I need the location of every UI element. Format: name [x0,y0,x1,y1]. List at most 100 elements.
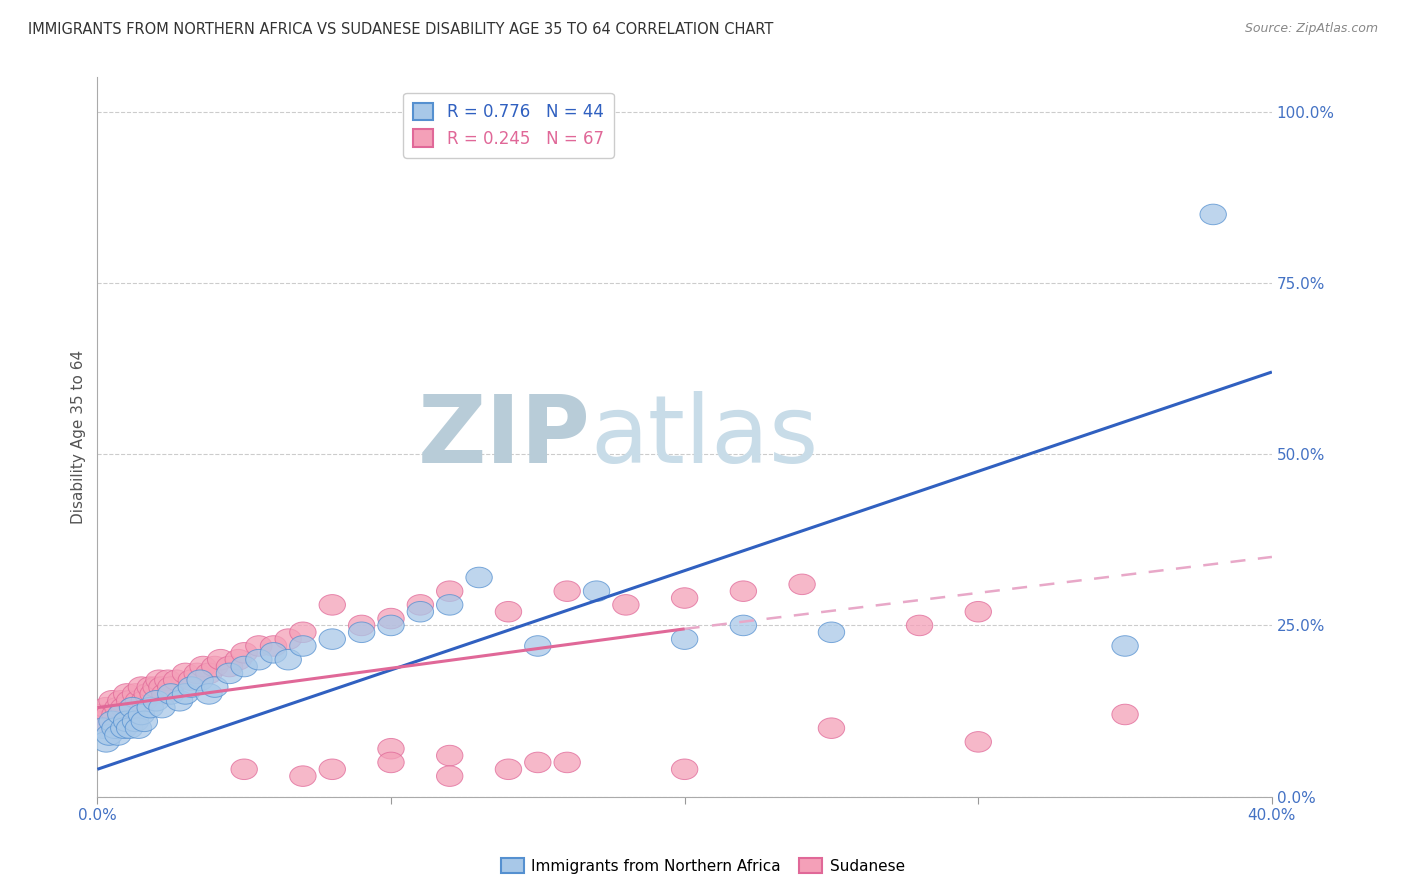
Ellipse shape [122,711,149,731]
Ellipse shape [965,601,991,622]
Ellipse shape [117,690,143,711]
Ellipse shape [378,752,404,772]
Ellipse shape [246,649,273,670]
Ellipse shape [436,581,463,601]
Ellipse shape [436,595,463,615]
Ellipse shape [134,683,160,704]
Ellipse shape [378,608,404,629]
Ellipse shape [163,670,190,690]
Ellipse shape [114,683,141,704]
Ellipse shape [101,718,128,739]
Ellipse shape [554,581,581,601]
Ellipse shape [408,601,433,622]
Ellipse shape [98,690,125,711]
Ellipse shape [349,615,375,636]
Ellipse shape [208,649,233,670]
Ellipse shape [166,690,193,711]
Ellipse shape [179,677,204,698]
Ellipse shape [172,663,198,683]
Ellipse shape [114,711,141,731]
Ellipse shape [120,698,146,718]
Ellipse shape [149,698,176,718]
Ellipse shape [111,698,136,718]
Ellipse shape [195,663,222,683]
Ellipse shape [378,739,404,759]
Ellipse shape [260,636,287,657]
Ellipse shape [319,629,346,649]
Ellipse shape [108,690,134,711]
Ellipse shape [187,670,214,690]
Ellipse shape [149,677,176,698]
Ellipse shape [231,657,257,677]
Ellipse shape [730,615,756,636]
Ellipse shape [730,581,756,601]
Text: ZIP: ZIP [418,391,591,483]
Ellipse shape [104,698,131,718]
Ellipse shape [120,698,146,718]
Ellipse shape [201,657,228,677]
Ellipse shape [90,711,117,731]
Ellipse shape [201,677,228,698]
Ellipse shape [290,766,316,787]
Ellipse shape [190,657,217,677]
Ellipse shape [1112,636,1139,657]
Ellipse shape [495,601,522,622]
Ellipse shape [172,683,198,704]
Ellipse shape [276,629,301,649]
Ellipse shape [465,567,492,588]
Ellipse shape [495,759,522,780]
Ellipse shape [125,718,152,739]
Ellipse shape [672,629,697,649]
Ellipse shape [87,704,114,725]
Ellipse shape [231,642,257,663]
Ellipse shape [554,752,581,772]
Ellipse shape [131,711,157,731]
Ellipse shape [217,663,243,683]
Ellipse shape [217,657,243,677]
Ellipse shape [408,595,433,615]
Ellipse shape [965,731,991,752]
Ellipse shape [319,759,346,780]
Ellipse shape [131,690,157,711]
Ellipse shape [436,746,463,766]
Ellipse shape [146,670,172,690]
Ellipse shape [108,704,134,725]
Ellipse shape [349,622,375,642]
Ellipse shape [1199,204,1226,225]
Ellipse shape [122,683,149,704]
Ellipse shape [117,718,143,739]
Ellipse shape [583,581,610,601]
Ellipse shape [672,759,697,780]
Ellipse shape [152,683,179,704]
Ellipse shape [672,588,697,608]
Ellipse shape [818,718,845,739]
Ellipse shape [93,731,120,752]
Ellipse shape [290,636,316,657]
Ellipse shape [290,622,316,642]
Legend: Immigrants from Northern Africa, Sudanese: Immigrants from Northern Africa, Sudanes… [495,852,911,880]
Text: IMMIGRANTS FROM NORTHERN AFRICA VS SUDANESE DISABILITY AGE 35 TO 64 CORRELATION : IMMIGRANTS FROM NORTHERN AFRICA VS SUDAN… [28,22,773,37]
Ellipse shape [101,704,128,725]
Ellipse shape [98,711,125,731]
Ellipse shape [179,670,204,690]
Ellipse shape [96,725,122,746]
Ellipse shape [155,670,181,690]
Ellipse shape [125,690,152,711]
Ellipse shape [260,642,287,663]
Ellipse shape [436,766,463,787]
Ellipse shape [225,649,252,670]
Ellipse shape [136,677,163,698]
Legend: R = 0.776   N = 44, R = 0.245   N = 67: R = 0.776 N = 44, R = 0.245 N = 67 [404,93,613,158]
Text: atlas: atlas [591,391,818,483]
Ellipse shape [90,718,117,739]
Ellipse shape [524,752,551,772]
Ellipse shape [141,683,166,704]
Ellipse shape [276,649,301,670]
Ellipse shape [195,683,222,704]
Text: Source: ZipAtlas.com: Source: ZipAtlas.com [1244,22,1378,36]
Ellipse shape [184,663,211,683]
Ellipse shape [157,683,184,704]
Ellipse shape [157,677,184,698]
Ellipse shape [104,725,131,746]
Ellipse shape [524,636,551,657]
